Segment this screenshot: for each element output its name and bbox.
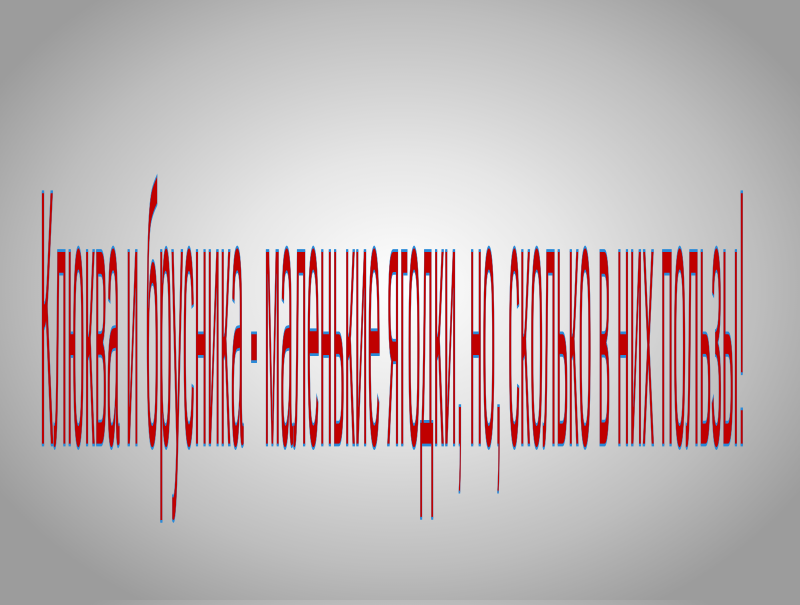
- wordart-title: Клюква и брусника - маленькие ягодки, но…: [40, 113, 745, 525]
